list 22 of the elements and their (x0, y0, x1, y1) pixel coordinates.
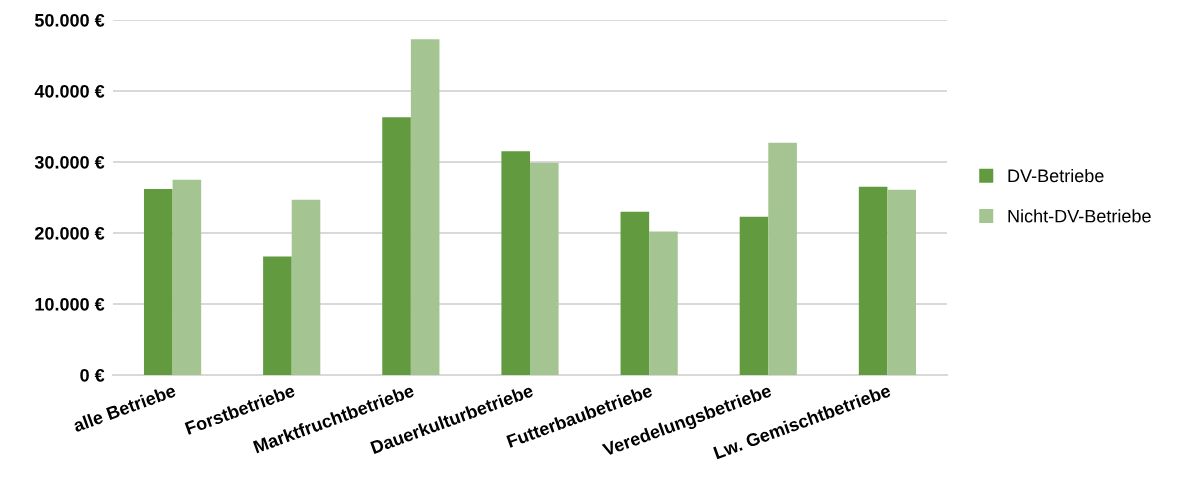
bar (768, 142, 797, 375)
y-tick-label: 50.000 € (34, 13, 105, 27)
y-tick-label: 0 € (80, 368, 105, 382)
legend-label: Nicht-DV-Betriebe (1008, 209, 1151, 223)
y-tick-label: 20.000 € (35, 226, 105, 240)
bar (739, 216, 769, 375)
bar (291, 199, 321, 375)
bar (143, 188, 173, 375)
bar (263, 256, 292, 375)
y-tick-label: 10.000 € (35, 297, 105, 311)
bar (172, 179, 202, 375)
bar (887, 189, 917, 375)
legend-label: DV-Betriebe (1008, 168, 1104, 183)
bar (649, 231, 678, 375)
bar (530, 162, 559, 375)
bar (410, 39, 440, 375)
bar (620, 211, 650, 375)
bar (858, 186, 888, 375)
y-tick-label: 40.000 € (34, 84, 105, 98)
bar (501, 151, 530, 375)
y-tick-label: 30.000 € (34, 155, 105, 169)
bar (382, 117, 411, 375)
